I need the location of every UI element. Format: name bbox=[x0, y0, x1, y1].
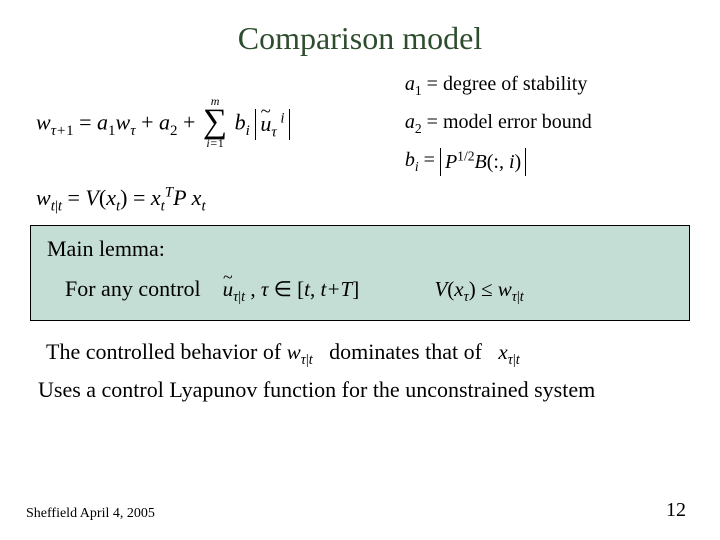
slide: Comparison model wτ+1 = a1wτ + a2 + m ∑ … bbox=[0, 0, 720, 540]
eq2-left: wt|t = V(xt) = xtTP xt bbox=[36, 185, 684, 211]
slide-title: Comparison model bbox=[36, 20, 684, 57]
lemma-math-right: V(xτ) ≤ wτ|t bbox=[434, 277, 523, 301]
lemma-title: Main lemma: bbox=[47, 236, 673, 262]
lemma-prefix: For any control bbox=[65, 276, 201, 301]
body-line-2: Uses a control Lyapunov function for the… bbox=[38, 377, 684, 403]
body-line-1-left: The controlled behavior of bbox=[46, 339, 287, 364]
equation-row-1: wτ+1 = a1wτ + a2 + m ∑ i=1 bi uτ i a1 = … bbox=[36, 65, 684, 179]
footer-page-number: 12 bbox=[666, 499, 686, 522]
lemma-math-left: uτ|t , τ ∈ [t, t+T] bbox=[223, 277, 365, 301]
lemma-body: For any control uτ|t , τ ∈ [t, t+T] V(xτ… bbox=[47, 276, 673, 302]
body-line-1: The controlled behavior of wτ|t dominate… bbox=[46, 339, 684, 365]
eq1-right: a1 = degree of stability a2 = model erro… bbox=[399, 65, 684, 179]
body-math-2: xτ|t bbox=[498, 340, 519, 364]
main-lemma-box: Main lemma: For any control uτ|t , τ ∈ [… bbox=[30, 225, 690, 321]
body-line-1-mid: dominates that of bbox=[324, 339, 488, 364]
footer-left: Sheffield April 4, 2005 bbox=[26, 506, 155, 522]
body-math-1: wτ|t bbox=[287, 340, 313, 364]
eq1-left: wτ+1 = a1wτ + a2 + m ∑ i=1 bi uτ i bbox=[36, 95, 399, 150]
